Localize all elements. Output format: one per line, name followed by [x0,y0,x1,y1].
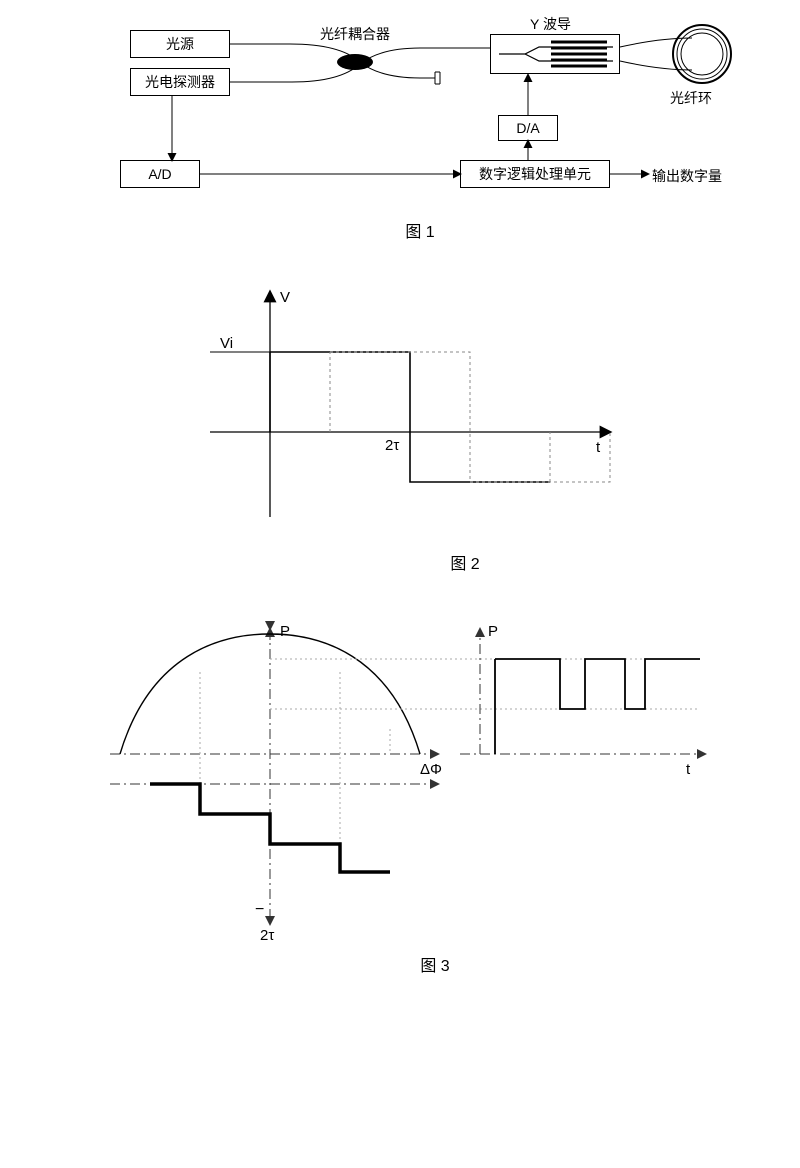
fig2-tau-label: 2τ [385,437,399,454]
fig3-left-p: P [280,623,290,640]
fig1-connections [60,20,760,210]
figure-2: V t Vi 2τ 图 2 [150,282,780,574]
fig3-right-p: P [488,623,498,640]
fig3-2tau: 2τ [260,927,274,944]
fig2-caption: 图 2 [150,550,780,574]
fig2-vi-label: Vi [220,335,233,352]
fig1-caption: 图 1 [60,218,780,242]
fig3-neg: − [255,901,264,918]
fig2-t-label: t [596,439,601,456]
fig2-v-label: V [280,289,290,306]
fig3-caption: 图 3 [90,952,780,976]
figure-3: P ΔΦ P t − 2τ 图 3 [90,614,780,976]
fig3-right-x: t [686,761,691,778]
fig3-left-x: ΔΦ [420,761,442,778]
figure-1: 光源 光电探测器 A/D D/A 数字逻辑处理单元 Y 波导 光纤耦合器 [60,20,780,242]
fig3-svg: P ΔΦ P t − 2τ [90,614,710,944]
fig2-svg: V t Vi 2τ [150,282,650,542]
